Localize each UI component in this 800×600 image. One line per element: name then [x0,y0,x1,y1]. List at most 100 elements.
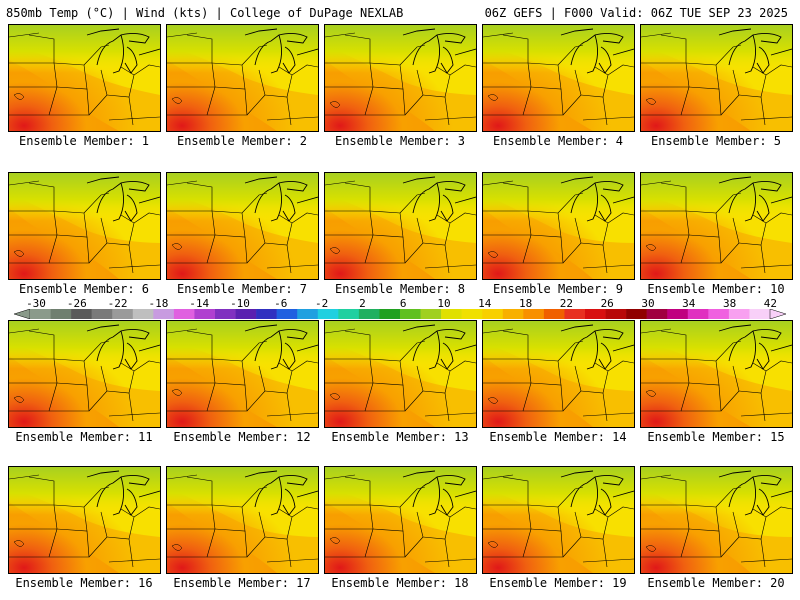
ensemble-map-panel [166,320,319,428]
colorbar-tick-label: 22 [559,297,574,310]
colorbar-tick-label: 6 [399,297,407,310]
colorbar-segment [379,309,401,319]
colorbar-segment [420,309,442,319]
colorbar-segment [215,309,236,319]
ensemble-map-panel [8,320,161,428]
colorbar-tick-label: -10 [230,297,250,310]
ensemble-map-panel [166,172,319,280]
ensemble-member-label: Ensemble Member: 3 [334,134,466,148]
colorbar-segment [276,309,298,319]
colorbar-segment [523,309,545,319]
colorbar-tick-label: -18 [148,297,169,310]
colorbar-segment [71,309,92,319]
ensemble-map-panel [482,24,635,132]
ensemble-member-label: Ensemble Member: 15 [647,430,785,444]
colorbar-segment [564,309,586,319]
ensemble-map-panel [8,172,161,280]
colorbar-tick-label: 30 [641,297,655,310]
ensemble-map-panel [640,320,793,428]
ensemble-map-panel [482,466,635,574]
colorbar-segment [626,309,647,319]
ensemble-map-panel [166,24,319,132]
ensemble-member-label: Ensemble Member: 1 [18,134,150,148]
ensemble-member-label: Ensemble Member: 16 [15,576,153,590]
ensemble-map-panel [482,320,635,428]
colorbar-segment [256,309,277,319]
ensemble-map-panel [324,172,477,280]
colorbar-segment [132,309,154,319]
header-title: 850mb Temp (°C) | Wind (kts) | College o… [6,6,404,20]
colorbar-tick-label: 18 [518,297,533,310]
colorbar-segment [50,309,72,319]
ensemble-member-label: Ensemble Member: 13 [331,430,469,444]
ensemble-map-panel [8,466,161,574]
colorbar-segment [400,309,421,319]
ensemble-map-panel [8,24,161,132]
colorbar-segment [297,309,319,319]
colorbar-tick-label: -26 [66,297,87,310]
ensemble-map-panel [640,466,793,574]
colorbar-tick-label: 42 [763,297,778,310]
colorbar-segment [194,309,216,319]
colorbar-tick-label: 34 [682,297,696,310]
ensemble-map-panel [640,24,793,132]
colorbar-segment [543,309,565,319]
colorbar-segment [91,309,113,319]
colorbar-tick-label: 26 [600,297,614,310]
colorbar-segment [441,309,462,319]
ensemble-map-panel [324,24,477,132]
colorbar-segment [585,309,606,319]
colorbar-segment [153,309,175,319]
ensemble-map-panel [324,320,477,428]
ensemble-member-label: Ensemble Member: 5 [650,134,782,148]
ensemble-member-label: Ensemble Member: 18 [331,576,469,590]
ensemble-map-panel [482,172,635,280]
ensemble-member-label: Ensemble Member: 12 [173,430,311,444]
colorbar-tick-label: -22 [107,297,128,310]
ensemble-member-label: Ensemble Member: 17 [173,576,311,590]
colorbar-tick-label: 2 [359,297,366,310]
colorbar-tick-label: -6 [274,297,288,310]
ensemble-member-label: Ensemble Member: 7 [176,282,308,296]
ensemble-member-label: Ensemble Member: 9 [492,282,624,296]
ensemble-member-label: Ensemble Member: 4 [492,134,624,148]
ensemble-member-label: Ensemble Member: 11 [15,430,153,444]
colorbar-tick-label: -30 [26,297,46,310]
colorbar-segment [461,309,483,319]
colorbar-segment [112,309,134,319]
colorbar-segment [728,309,750,319]
colorbar-segment [749,309,771,319]
colorbar-segment [317,309,339,319]
colorbar-tick-label: 10 [437,297,451,310]
colorbar-tick-label: 38 [722,297,737,310]
colorbar-segment [502,309,524,319]
header-run-info: 06Z GEFS | F000 Valid: 06Z TUE SEP 23 20… [484,6,788,20]
colorbar-segment [358,309,380,319]
colorbar-left-arrow [14,309,31,319]
ensemble-map-panel [324,466,477,574]
ensemble-member-label: Ensemble Member: 6 [18,282,150,296]
colorbar-segment [30,309,51,319]
colorbar-segment [667,309,689,319]
ensemble-member-label: Ensemble Member: 20 [647,576,785,590]
colorbar-segment [605,309,627,319]
colorbar-tick-label: -14 [189,297,210,310]
colorbar-segment [173,309,195,319]
colorbar-segment [687,309,709,319]
ensemble-member-label: Ensemble Member: 8 [334,282,466,296]
colorbar-segment [338,309,360,319]
colorbar-segment [646,309,668,319]
colorbar-segment [235,309,257,319]
colorbar-right-arrow [769,309,786,319]
colorbar-segment [482,309,504,319]
temperature-colorbar [14,309,786,319]
ensemble-member-label: Ensemble Member: 14 [489,430,627,444]
ensemble-member-label: Ensemble Member: 19 [489,576,627,590]
ensemble-member-label: Ensemble Member: 10 [647,282,785,296]
ensemble-map-panel [166,466,319,574]
colorbar-segment [708,309,730,319]
colorbar-tick-label: 14 [478,297,492,310]
ensemble-member-label: Ensemble Member: 2 [176,134,308,148]
colorbar-tick-label: -2 [314,297,329,310]
